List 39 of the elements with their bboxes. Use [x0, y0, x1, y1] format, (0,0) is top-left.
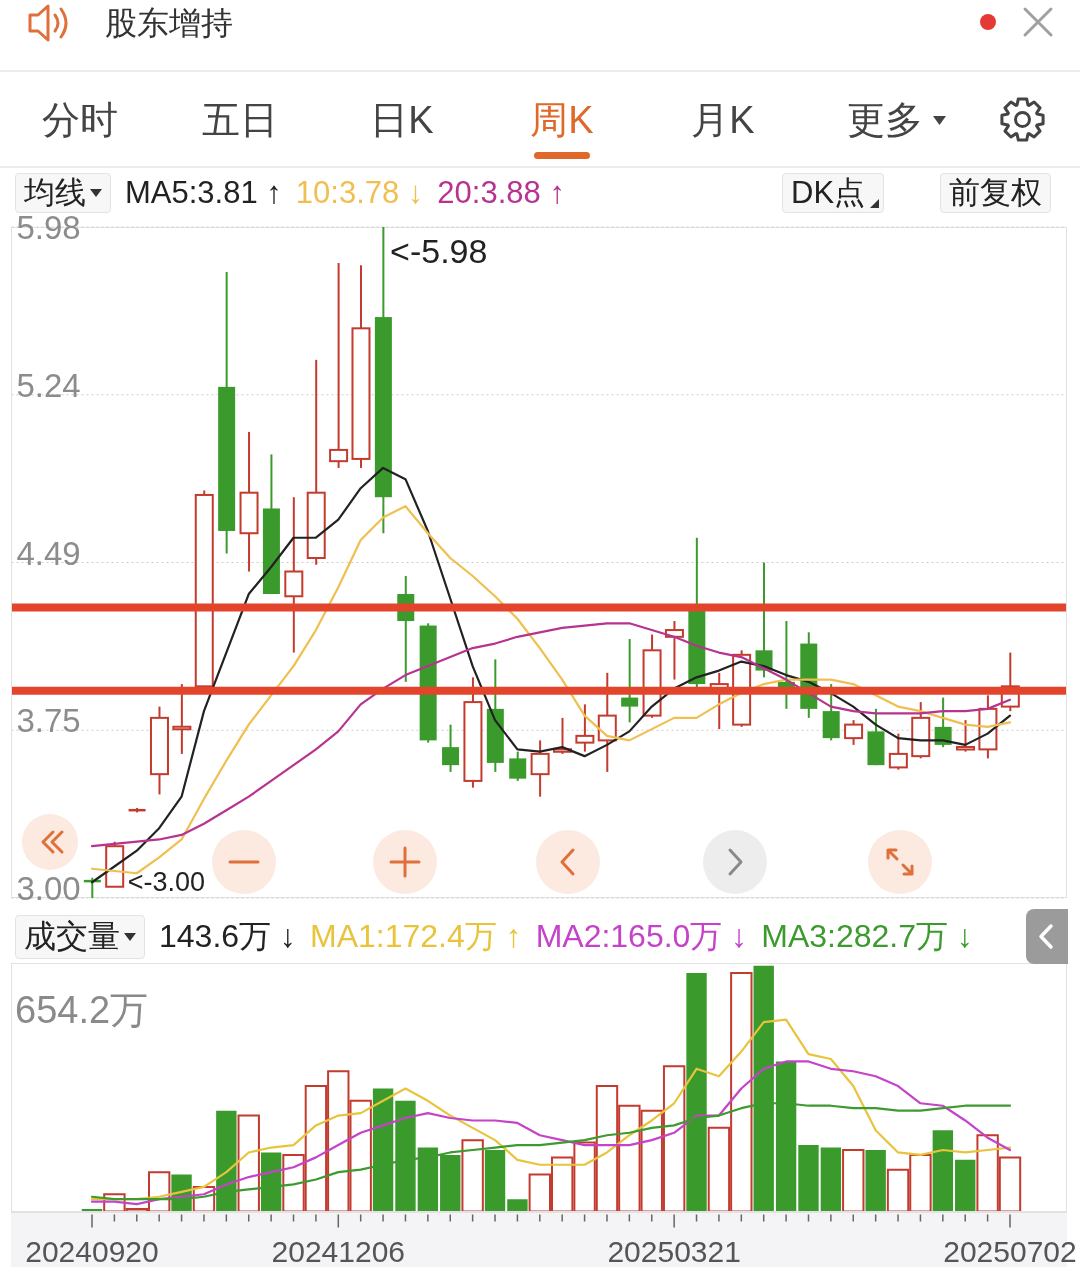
- text: 更多: [846, 98, 924, 143]
- text: MA3:282.7万 ↓: [761, 917, 973, 956]
- text: 20:3.88 ↑: [437, 175, 565, 211]
- bar: [461, 1139, 484, 1212]
- text: 日K: [369, 98, 435, 143]
- text: MA2:165.0万 ↓: [535, 917, 748, 956]
- y-tick-label: 3.00: [16, 870, 81, 907]
- bar: [237, 1114, 260, 1212]
- x-tick-label: 20241206: [271, 1234, 406, 1267]
- text: 10:3.78 ↓: [295, 175, 424, 211]
- chart-title: 股东增持: [105, 4, 233, 43]
- annotation: 654.2万: [15, 988, 149, 1032]
- text: 成交量: [24, 917, 120, 956]
- bar: [865, 1150, 886, 1212]
- text: 五日: [201, 98, 279, 143]
- bar: [820, 1147, 842, 1212]
- bar: [955, 1159, 976, 1212]
- text: 均线: [24, 174, 86, 212]
- bar: [798, 1145, 819, 1212]
- text: MA1:172.4万 ↑: [309, 917, 522, 956]
- x-tick-label: 20250321: [607, 1234, 741, 1267]
- text: MA5:3.81 ↑: [125, 175, 282, 211]
- x-tick-label: 20240920: [25, 1234, 159, 1267]
- y-tick-label: 5.98: [16, 209, 81, 246]
- text: 月K: [690, 98, 756, 143]
- text: 周K: [529, 98, 595, 143]
- y-tick-label: 4.49: [16, 534, 81, 572]
- bar: [507, 1199, 528, 1212]
- text: 前复权: [949, 174, 1042, 212]
- text: 分时: [41, 98, 119, 143]
- annotation: <-3.00: [127, 867, 206, 897]
- bar: [932, 1130, 954, 1212]
- bar: [842, 1149, 865, 1212]
- text: DK点: [791, 174, 866, 212]
- text: 143.6万 ↓: [159, 917, 296, 956]
- y-tick-label: 5.24: [16, 366, 81, 404]
- y-tick-label: 3.75: [16, 702, 81, 740]
- annotation: <-5.98: [390, 232, 488, 270]
- x-tick-label: 20250702: [943, 1234, 1077, 1267]
